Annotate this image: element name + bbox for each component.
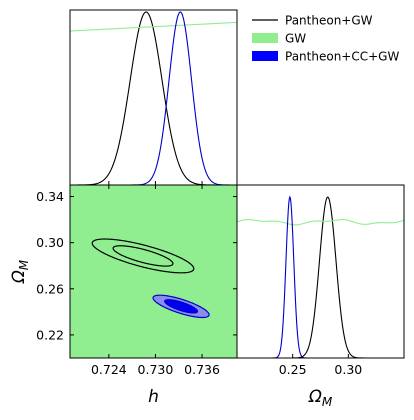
h-axis-label: h: [148, 387, 159, 407]
marginal-h-panel: [69, 9, 238, 186]
joint-h-omega-panel: 0.724 0.730 0.736 0.22 0.26 0.30 0.34 h ΩM: [9, 184, 238, 407]
marginal-h-frame: [69, 9, 238, 186]
omega-axis-label-left: ΩM: [9, 259, 31, 284]
omega-axis-subscript-bottom: M: [322, 395, 333, 409]
joint-gw-background: [70, 185, 237, 358]
omega-tick-label-1: 0.26: [36, 281, 64, 296]
legend-swatch-2: [252, 51, 278, 61]
h-tick-label-2: 0.736: [184, 362, 220, 377]
omega-axis-subscript: M: [17, 259, 31, 270]
omega-tick-label-3: 0.34: [36, 189, 64, 204]
legend-label-2: Pantheon+CC+GW: [285, 50, 399, 64]
omega-axis-label-bottom: ΩM: [308, 387, 333, 409]
h-tick-label-0: 0.724: [91, 362, 127, 377]
joint-contour-0: [91, 238, 195, 274]
omega-axis-symbol: Ω: [9, 270, 29, 284]
marginal-h-curve-2: [70, 11, 237, 186]
legend-label-1: GW: [285, 32, 306, 46]
omega-diag-tick-label-1: 0.30: [334, 362, 362, 377]
omega-tick-label-0: 0.22: [36, 327, 64, 342]
omega-diag-tick-label-0: 0.25: [279, 362, 307, 377]
joint-contour-3: [164, 299, 199, 314]
legend-label-0: Pantheon+GW: [285, 14, 373, 28]
marginal-h-curve-1: [69, 21, 238, 32]
marginal-omega-curve-1: [236, 219, 405, 226]
legend-swatch-1: [252, 33, 278, 43]
omega-tick-label-2: 0.30: [36, 235, 64, 250]
legend: Pantheon+GW GW Pantheon+CC+GW: [252, 14, 399, 64]
marginal-h-curve-0: [70, 11, 237, 186]
joint-contour-1: [112, 245, 174, 267]
marginal-omega-frame: [236, 184, 405, 359]
omega-axis-symbol-bottom: Ω: [308, 387, 322, 407]
h-tick-label-1: 0.730: [138, 362, 174, 377]
